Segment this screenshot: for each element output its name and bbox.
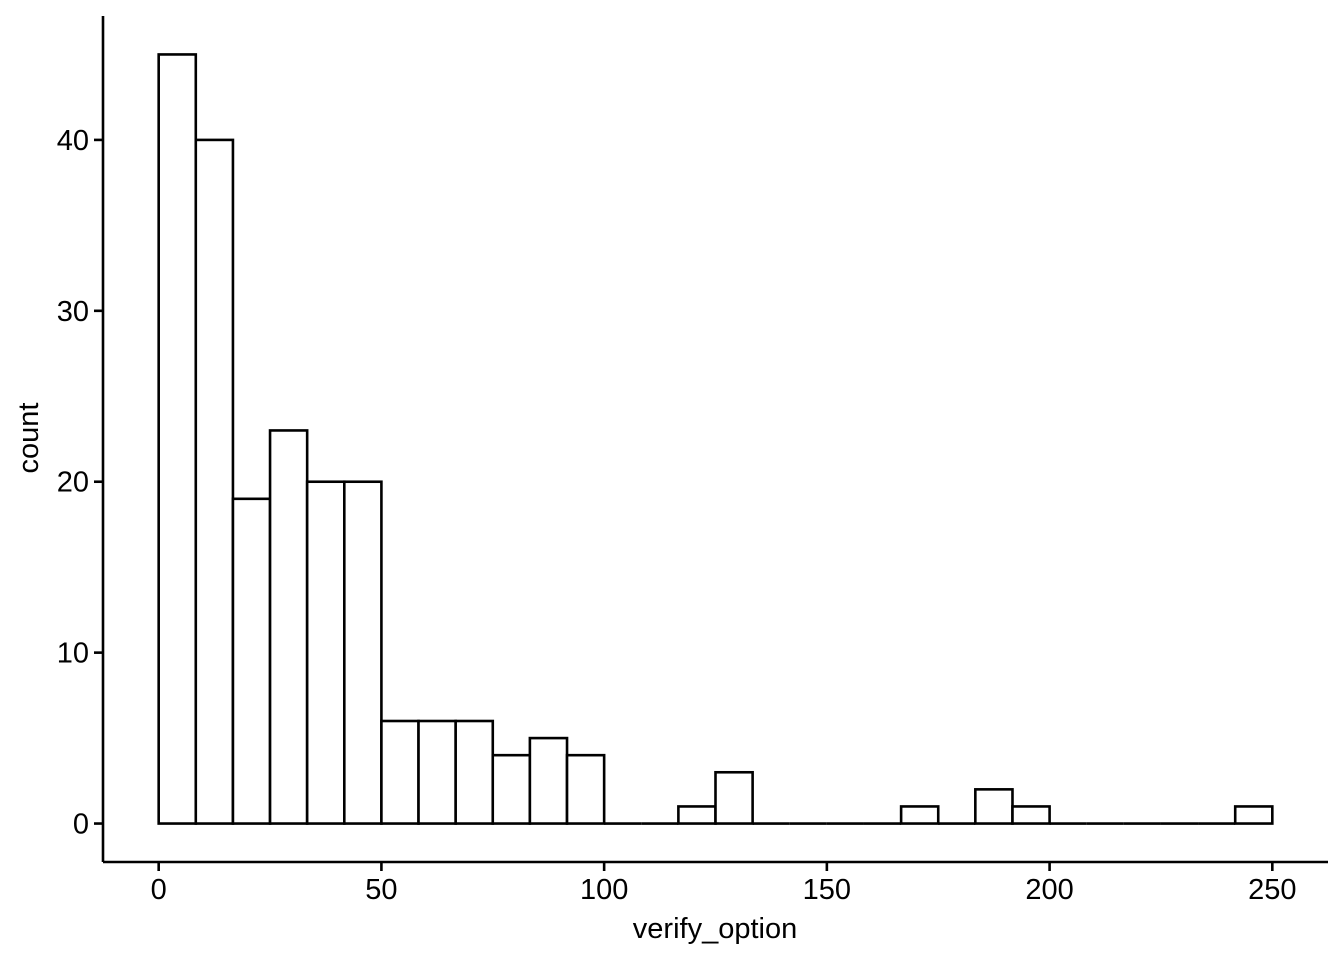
y-tick-label: 20 [57,467,89,499]
histogram-bar [380,719,420,825]
histogram-bar [194,138,235,825]
histogram-bar [342,480,383,825]
histogram-bar [157,53,198,825]
y-tick-label: 40 [57,125,89,157]
x-axis-title: verify_option [633,913,797,945]
histogram-bar [454,719,495,825]
labels-layer: verify_option count 0 50 100 150 200 250 0 10 20… [13,125,1297,945]
histogram-bar [714,770,754,825]
x-tick-label: 50 [365,874,397,906]
histogram-bar [677,805,717,825]
histogram-bar [565,753,606,825]
histogram-bar [417,719,457,825]
y-tick-label: 0 [73,809,89,841]
y-axis-title: count [13,403,45,474]
x-tick-label: 100 [580,874,628,906]
x-tick-label: 250 [1248,874,1296,906]
histogram-bar [305,480,346,825]
histogram-bar [491,753,532,825]
y-tick-label: 10 [57,638,89,670]
y-tick-label: 30 [57,296,89,328]
axes-layer [94,16,1328,871]
histogram-bar [1011,805,1051,825]
histogram-bar [899,805,940,825]
x-tick-label: 150 [803,874,851,906]
histogram-bar [1233,805,1274,825]
histogram-bar [231,497,272,825]
histogram-bar [528,736,569,825]
x-tick-label: 0 [151,874,167,906]
x-tick-label: 200 [1025,874,1073,906]
histogram-bar [974,788,1014,825]
histogram-bar [268,429,309,825]
bars-layer [157,53,1274,825]
